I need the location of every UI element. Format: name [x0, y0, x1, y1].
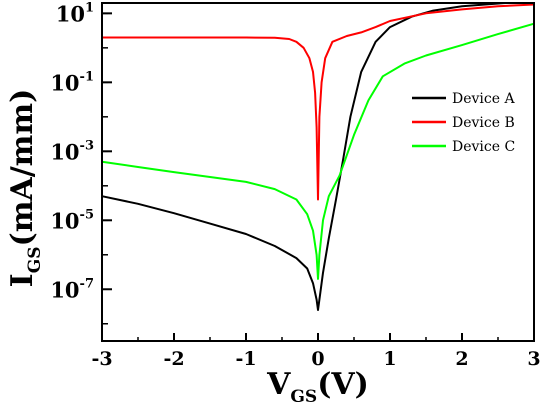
y-tick-exponent: -1 [80, 69, 94, 84]
x-tick-label: 1 [383, 348, 396, 370]
y-tick-mantissa: 10 [50, 208, 79, 233]
x-axis-title-sub: GS [290, 387, 317, 407]
y-axis-title: IGS(mA/mm) [5, 89, 45, 288]
y-tick-label: 10-7 [50, 276, 94, 302]
x-tick-label: -2 [163, 348, 184, 370]
legend-label-1: Device A [452, 91, 515, 107]
y-tick-label: 101 [56, 0, 94, 26]
series-line-1 [101, 2, 506, 311]
x-tick-label: 2 [455, 348, 468, 370]
y-axis-title-sub: GS [25, 247, 45, 274]
x-axis-title: VGS(V) [266, 367, 369, 407]
y-tick-mantissa: 10 [50, 139, 79, 164]
legend-label-3: Device C [452, 139, 515, 155]
y-axis-title-unit: (mA/mm) [5, 89, 40, 247]
legend: Device A Device B Device C [412, 91, 515, 155]
x-axis-ticks: -3 -2 -1 0 1 2 3 [91, 333, 541, 370]
series-line-3 [101, 22, 535, 280]
y-tick-label: 10-3 [50, 138, 94, 164]
y-tick-exponent: -5 [80, 207, 94, 222]
x-tick-label: -3 [91, 348, 112, 370]
x-tick-label: 0 [311, 348, 324, 370]
y-tick-mantissa: 10 [56, 1, 85, 26]
x-axis-title-unit: (V) [317, 367, 369, 402]
x-tick-label: -1 [235, 348, 256, 370]
y-tick-mantissa: 10 [50, 277, 79, 302]
plot-lines [101, 2, 535, 311]
y-tick-label: 10-1 [50, 69, 94, 95]
x-axis-title-main: V [266, 367, 291, 402]
x-tick-label: 3 [527, 348, 540, 370]
y-tick-mantissa: 10 [50, 70, 79, 95]
y-tick-exponent: -7 [80, 276, 94, 291]
y-tick-label: 10-5 [50, 207, 94, 233]
legend-label-2: Device B [452, 115, 515, 131]
y-axis-title-main: I [5, 273, 40, 287]
y-tick-exponent: 1 [85, 0, 94, 15]
series-line-2 [102, 3, 535, 201]
y-tick-exponent: -3 [80, 138, 94, 153]
